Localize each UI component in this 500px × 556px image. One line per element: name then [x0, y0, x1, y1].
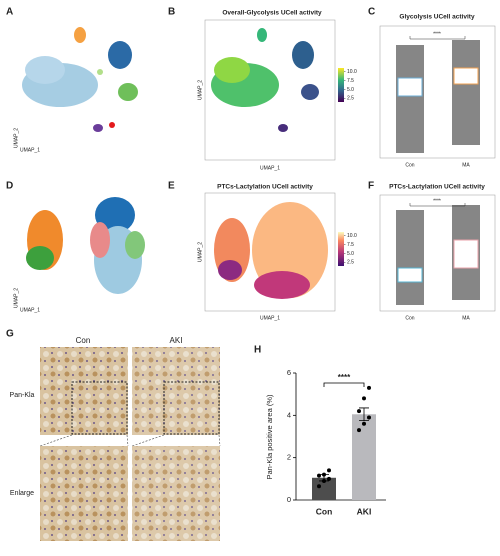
colorbar — [338, 68, 344, 102]
data-point — [357, 409, 361, 414]
box — [397, 77, 423, 97]
y-tick-label: 4 — [287, 410, 291, 419]
umap-clusters — [22, 27, 138, 132]
data-point — [322, 478, 326, 483]
panel-label: H — [254, 345, 261, 356]
significance: **** — [433, 31, 441, 37]
colorbar-tick-label: 2.5 — [347, 260, 354, 266]
panel-title: PTCs-Lactylation UCell activity — [389, 184, 485, 191]
axis-label: UMAP_2 — [197, 242, 203, 262]
plot-frame — [204, 192, 336, 312]
row-label: Enlarge — [10, 490, 34, 497]
jitter-cloud — [396, 45, 424, 153]
x-tick-label: MA — [462, 315, 470, 321]
umap-activity — [211, 28, 319, 132]
column-label: Con — [76, 336, 91, 345]
data-point — [317, 484, 321, 489]
axis-title: Pan-Kla positive area (%) — [265, 394, 274, 480]
jitter-cloud — [452, 40, 480, 145]
x-tick-label: Con — [405, 315, 414, 321]
box — [453, 67, 479, 85]
histology-image — [132, 347, 220, 435]
axis-label: UMAP_1 — [260, 315, 280, 321]
y-tick-label: 0 — [287, 495, 291, 504]
data-point — [327, 476, 331, 481]
panel-label: G — [6, 329, 14, 340]
umap-clusters — [26, 197, 145, 294]
box — [397, 267, 423, 283]
bar — [352, 414, 376, 500]
box — [453, 239, 479, 269]
colorbar-tick-label: 7.5 — [347, 242, 354, 248]
data-point — [362, 421, 366, 426]
significance: **** — [338, 373, 351, 382]
y-tick-label: 2 — [287, 453, 291, 462]
plot-frame — [379, 25, 496, 159]
panel-title: Overall-Glycolysis UCell activity — [222, 10, 322, 17]
column-label: AKI — [170, 336, 183, 345]
x-tick-label: Con — [405, 162, 414, 168]
data-point — [367, 385, 371, 390]
histology-image — [40, 446, 128, 541]
x-tick-label: MA — [462, 162, 470, 168]
panel-label: F — [368, 181, 374, 192]
axis-label: UMAP_1 — [20, 307, 40, 313]
colorbar — [338, 232, 344, 266]
bar-chart: 0 2 4 6 Con AKI **** — [287, 368, 386, 516]
data-point — [357, 428, 361, 433]
colorbar-tick-label: 10.0 — [347, 233, 357, 239]
jitter-cloud — [396, 210, 424, 305]
data-point — [317, 473, 321, 478]
colorbar-tick-label: 2.5 — [347, 96, 354, 102]
data-point — [367, 415, 371, 420]
panel-label: E — [168, 181, 175, 192]
error-bar — [359, 407, 369, 422]
panel-label: B — [168, 7, 175, 18]
colorbar-tick-label: 7.5 — [347, 78, 354, 84]
axis-label: UMAP_1 — [260, 165, 280, 171]
panel-label: A — [6, 7, 13, 18]
axis-label: UMAP_2 — [13, 288, 19, 308]
panel-label: C — [368, 7, 375, 18]
significance-bracket — [323, 382, 365, 387]
umap-activity — [214, 202, 328, 299]
data-point — [362, 396, 366, 401]
axis-label: UMAP_2 — [197, 80, 203, 100]
x-tick-label: Con — [316, 506, 333, 516]
significance: **** — [433, 198, 441, 204]
zoom-box — [71, 381, 128, 435]
colorbar-tick-label: 5.0 — [347, 87, 354, 93]
data-point — [322, 472, 326, 477]
y-tick-label: 6 — [287, 368, 291, 377]
significance-bracket — [409, 203, 466, 207]
plot-frame — [204, 19, 336, 161]
panel-label: D — [6, 181, 13, 192]
significance-bracket — [409, 36, 466, 40]
data-point — [327, 468, 331, 473]
panel-title: PTCs-Lactylation UCell activity — [217, 184, 313, 191]
histology-image — [40, 347, 128, 435]
axis-label: UMAP_2 — [13, 128, 19, 148]
axis-label: UMAP_1 — [20, 147, 40, 153]
histology-image — [132, 446, 220, 541]
x-tick-label: AKI — [357, 506, 372, 516]
plot-frame — [379, 194, 496, 312]
colorbar-tick-label: 10.0 — [347, 69, 357, 75]
zoom-box — [163, 381, 220, 435]
bar — [312, 477, 336, 500]
panel-title: Glycolysis UCell activity — [399, 14, 475, 21]
colorbar-tick-label: 5.0 — [347, 251, 354, 257]
zoom-connector — [39, 434, 221, 447]
row-label: Pan-Kla — [10, 392, 35, 399]
